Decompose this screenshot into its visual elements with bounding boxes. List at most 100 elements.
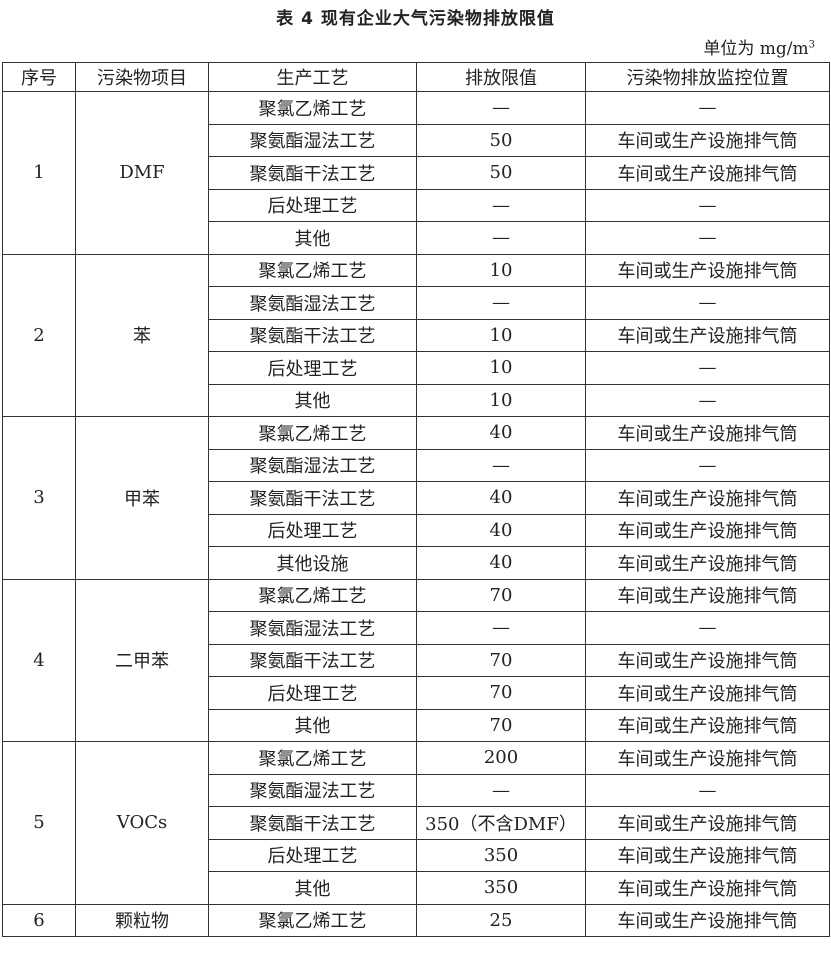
table-title: 表 4 现有企业大气污染物排放限值 (276, 9, 555, 29)
unit-text: 单位为 mg/m (703, 39, 809, 59)
unit-superscript: 3 (808, 39, 815, 51)
pollutant-name: VOCs (75, 741, 209, 905)
header-no: 序号 (2, 62, 76, 92)
table-row: 5 VOCs 聚氯乙烯工艺 200 车间或生产设施排气筒 (2, 741, 830, 905)
table-row: 聚氨酯干法工艺 50 车间或生产设施排气筒 (3, 156, 830, 190)
limit-cell: 25 (416, 903, 586, 937)
limit-cell: 70 (416, 578, 586, 612)
limit-cell: — (416, 221, 586, 255)
process-cell: 其他 (208, 383, 417, 417)
header-process: 生产工艺 (208, 62, 417, 92)
process-cell: 后处理工艺 (208, 838, 417, 872)
location-cell: 车间或生产设施排气筒 (585, 546, 830, 580)
process-cell: 聚氨酯干法工艺 (208, 156, 417, 190)
unit-label: 单位为 mg/m3 (703, 34, 815, 59)
limit-cell: 40 (416, 513, 586, 547)
row-number: 6 (2, 903, 76, 937)
process-cell: 聚氨酯湿法工艺 (208, 448, 417, 482)
limit-cell: 10 (416, 253, 586, 287)
table-row: 3 甲苯 聚氯乙烯工艺 40 车间或生产设施排气筒 (2, 416, 830, 580)
limit-cell: 350（不含DMF） (416, 806, 586, 840)
pollutant-name: 苯 (75, 253, 209, 417)
process-cell: 后处理工艺 (208, 676, 417, 710)
table-row: 后处理工艺 70 车间或生产设施排气筒 (3, 676, 830, 710)
table-row: 聚氨酯湿法工艺 50 车间或生产设施排气筒 (3, 123, 830, 157)
limit-cell: 70 (416, 676, 586, 710)
process-cell: 聚氯乙烯工艺 (208, 253, 417, 287)
row-number: 5 (2, 741, 76, 905)
row-number: 4 (2, 578, 76, 742)
location-cell: 车间或生产设施排气筒 (585, 318, 830, 352)
location-cell: 车间或生产设施排气筒 (585, 708, 830, 742)
pollutant-name: 二甲苯 (75, 578, 209, 742)
limit-cell: 350 (416, 838, 586, 872)
location-cell: — (585, 448, 830, 482)
limit-cell: — (416, 286, 586, 320)
location-cell: 车间或生产设施排气筒 (585, 741, 830, 775)
location-cell: 车间或生产设施排气筒 (585, 156, 830, 190)
process-cell: 聚氯乙烯工艺 (208, 416, 417, 450)
process-cell: 其他设施 (208, 546, 417, 580)
location-cell: 车间或生产设施排气筒 (585, 806, 830, 840)
header-limit: 排放限值 (416, 62, 586, 92)
location-cell: — (585, 221, 830, 255)
table-row: 1 DMF 聚氯乙烯工艺 — — (2, 91, 830, 255)
limit-cell: 200 (416, 741, 586, 775)
limit-cell: 40 (416, 546, 586, 580)
limit-cell: 50 (416, 123, 586, 157)
header-location: 污染物排放监控位置 (585, 62, 830, 92)
process-cell: 聚氨酯湿法工艺 (208, 123, 417, 157)
table-row: 2 苯聚氯乙烯工艺 10 车间或生产设施排气筒 (2, 253, 830, 417)
table-row: 6 颗粒物 聚氯乙烯工艺 25 车间或生产设施排气筒 (2, 903, 830, 937)
location-cell: — (585, 188, 830, 222)
table-row: 4 二甲苯 聚氯乙烯工艺 70 车间或生产设施排气筒 (2, 578, 830, 742)
limit-cell: 350 (416, 871, 586, 905)
location-cell: — (585, 91, 830, 125)
process-cell: 其他 (208, 708, 417, 742)
process-cell: 聚氨酯干法工艺 (208, 318, 417, 352)
process-cell: 聚氨酯干法工艺 (208, 643, 417, 677)
table-row: 其他 70 车间或生产设施排气筒 (3, 708, 830, 742)
process-cell: 其他 (208, 221, 417, 255)
pollutant-name: 甲苯 (75, 416, 209, 580)
table-row: 后处理工艺 40 车间或生产设施排气筒 (3, 513, 830, 547)
location-cell: 车间或生产设施排气筒 (585, 643, 830, 677)
table-row: 聚氨酯干法工艺 10 车间或生产设施排气筒 (3, 318, 830, 352)
location-cell: — (585, 351, 830, 385)
row-number: 2 (2, 253, 76, 417)
header-pollutant: 污染物项目 (75, 62, 209, 92)
location-cell: 车间或生产设施排气筒 (585, 578, 830, 612)
process-cell: 聚氨酯干法工艺 (208, 481, 417, 515)
process-cell: 后处理工艺 (208, 513, 417, 547)
table-row: 聚氨酯干法工艺 350（不含DMF） 车间或生产设施排气筒 (3, 806, 830, 840)
limit-cell: — (416, 773, 586, 807)
limit-cell: — (416, 188, 586, 222)
location-cell: 车间或生产设施排气筒 (585, 871, 830, 905)
table-row: 聚氨酯湿法工艺 — — (3, 448, 830, 482)
header-row: 序号 污染物项目 生产工艺 排放限值 污染物排放监控位置 (2, 62, 830, 92)
location-cell: 车间或生产设施排气筒 (585, 481, 830, 515)
location-cell: — (585, 383, 830, 417)
table-row: 后处理工艺 350 车间或生产设施排气筒 (3, 838, 830, 872)
table-row: 其他 — — (3, 221, 830, 255)
process-cell: 聚氨酯湿法工艺 (208, 286, 417, 320)
location-cell: 车间或生产设施排气筒 (585, 676, 830, 710)
limit-cell: — (416, 448, 586, 482)
process-cell: 聚氯乙烯工艺 (208, 741, 417, 775)
limit-cell: 70 (416, 643, 586, 677)
location-cell: — (585, 611, 830, 645)
limit-cell: 10 (416, 318, 586, 352)
limit-cell: 10 (416, 383, 586, 417)
pollutant-name: DMF (75, 91, 209, 255)
table-row: 聚氨酯干法工艺 40 车间或生产设施排气筒 (3, 481, 830, 515)
table-row: 其他 10— (3, 383, 830, 417)
table-row: 后处理工艺 — — (3, 188, 830, 222)
process-cell: 后处理工艺 (208, 351, 417, 385)
pollutant-name: 颗粒物 (75, 903, 209, 937)
table-row: 后处理工艺 10— (3, 351, 830, 385)
limit-cell: 50 (416, 156, 586, 190)
limit-cell: — (416, 91, 586, 125)
row-number: 1 (2, 91, 76, 255)
location-cell: — (585, 773, 830, 807)
limit-cell: — (416, 611, 586, 645)
